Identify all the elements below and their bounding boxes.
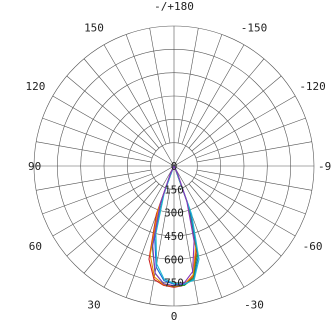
grid-spoke: [191, 75, 282, 152]
grid-spoke: [103, 165, 175, 288]
grid-spoke: [66, 75, 157, 152]
grid-spoke: [173, 165, 296, 237]
grid-spoke: [83, 183, 160, 274]
radial-tick-labels: 0 150 300 450 600 750: [164, 160, 184, 290]
grid-spoke: [173, 165, 245, 288]
grid-spoke: [149, 28, 171, 144]
grid-spoke: [36, 141, 152, 163]
grid-spoke: [52, 165, 175, 237]
radial-tick-label: 750: [164, 277, 184, 290]
grid-spoke: [149, 188, 171, 304]
intensity-curves: [148, 164, 200, 288]
radial-tick-label: 150: [164, 183, 184, 196]
angle-label: 120: [25, 80, 45, 93]
grid-spoke: [103, 44, 175, 167]
angle-label: -150: [241, 21, 268, 34]
grid-spoke: [188, 183, 265, 274]
grid-spoke: [66, 180, 157, 257]
intensity-curve-6: [152, 164, 195, 287]
grid-spoke: [196, 141, 312, 163]
grid-spoke: [83, 58, 160, 149]
grid-spoke: [188, 58, 265, 149]
grid-spoke: [42, 173, 153, 215]
grid-spoke: [52, 95, 175, 167]
angle-label: -30: [244, 299, 264, 312]
radial-tick-label: 450: [164, 230, 184, 243]
grid-spoke: [195, 173, 306, 215]
grid-spoke: [173, 95, 296, 167]
angle-label: 150: [84, 21, 104, 34]
angle-label: 30: [87, 299, 100, 312]
angle-label: -/+180: [154, 0, 194, 13]
angle-label: -60: [303, 240, 323, 253]
angle-label: 60: [29, 240, 42, 253]
angle-label: -90: [318, 160, 332, 173]
angle-label: -120: [299, 80, 326, 93]
grid-spoke: [125, 34, 167, 145]
grid-spoke: [173, 44, 245, 167]
grid-spoke: [36, 169, 152, 191]
polar-grid: [33, 25, 315, 307]
angle-label: 0: [171, 310, 178, 320]
grid-spoke: [191, 180, 282, 257]
grid-spoke: [177, 188, 199, 304]
grid-spoke: [195, 117, 306, 159]
angle-label: 90: [28, 160, 41, 173]
grid-spoke: [177, 28, 199, 144]
grid-spoke: [196, 169, 312, 191]
radial-tick-label: 600: [164, 253, 184, 266]
radial-tick-label: 300: [164, 207, 184, 220]
radial-tick-label: 0: [171, 160, 178, 173]
grid-spoke: [42, 117, 153, 159]
grid-spoke: [181, 34, 223, 145]
